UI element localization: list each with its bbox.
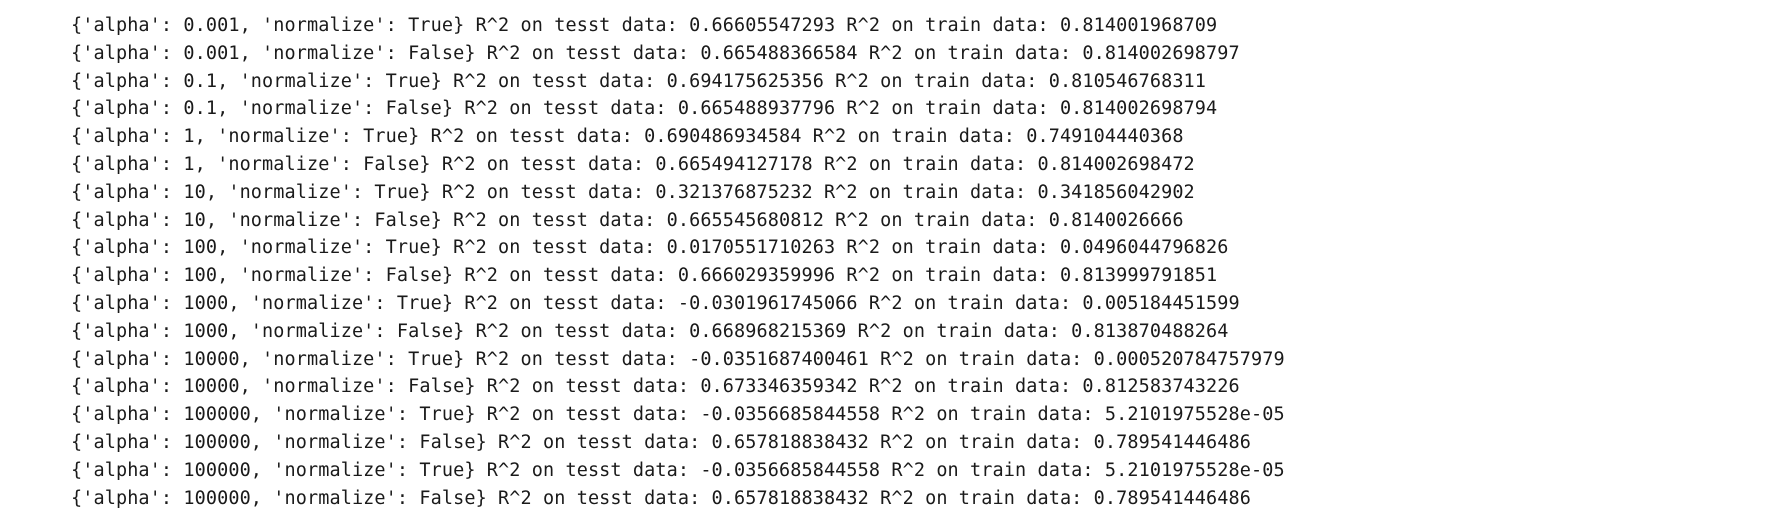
output-line: {'alpha': 100, 'normalize': False} R^2 o… <box>71 265 1218 287</box>
output-line: {'alpha': 10000, 'normalize': False} R^2… <box>71 376 1240 398</box>
output-line: {'alpha': 0.1, 'normalize': False} R^2 o… <box>71 98 1218 120</box>
output-line: {'alpha': 1, 'normalize': True} R^2 on t… <box>71 126 1184 148</box>
output-line: {'alpha': 10, 'normalize': True} R^2 on … <box>71 181 1195 203</box>
output-line: {'alpha': 10, 'normalize': False} R^2 on… <box>71 209 1184 231</box>
output-line: {'alpha': 0.1, 'normalize': True} R^2 on… <box>71 70 1207 92</box>
output-line: {'alpha': 100000, 'normalize': False} R^… <box>71 431 1251 453</box>
output-line: {'alpha': 100000, 'normalize': True} R^2… <box>71 459 1285 481</box>
output-line: {'alpha': 0.001, 'normalize': False} R^2… <box>71 42 1240 64</box>
output-line: {'alpha': 1, 'normalize': False} R^2 on … <box>71 153 1195 175</box>
output-line: {'alpha': 0.001, 'normalize': True} R^2 … <box>71 15 1218 36</box>
output-line: {'alpha': 1000, 'normalize': False} R^2 … <box>71 320 1229 342</box>
output-line: {'alpha': 10000, 'normalize': True} R^2 … <box>71 348 1285 370</box>
output-line: {'alpha': 100000, 'normalize': False} R^… <box>71 487 1251 509</box>
output-line: {'alpha': 100000, 'normalize': True} R^2… <box>71 404 1285 426</box>
output-line: {'alpha': 1000, 'normalize': True} R^2 o… <box>71 292 1240 314</box>
output-line: {'alpha': 100, 'normalize': True} R^2 on… <box>71 237 1229 259</box>
console-output: {'alpha': 0.001, 'normalize': True} R^2 … <box>71 12 1751 512</box>
